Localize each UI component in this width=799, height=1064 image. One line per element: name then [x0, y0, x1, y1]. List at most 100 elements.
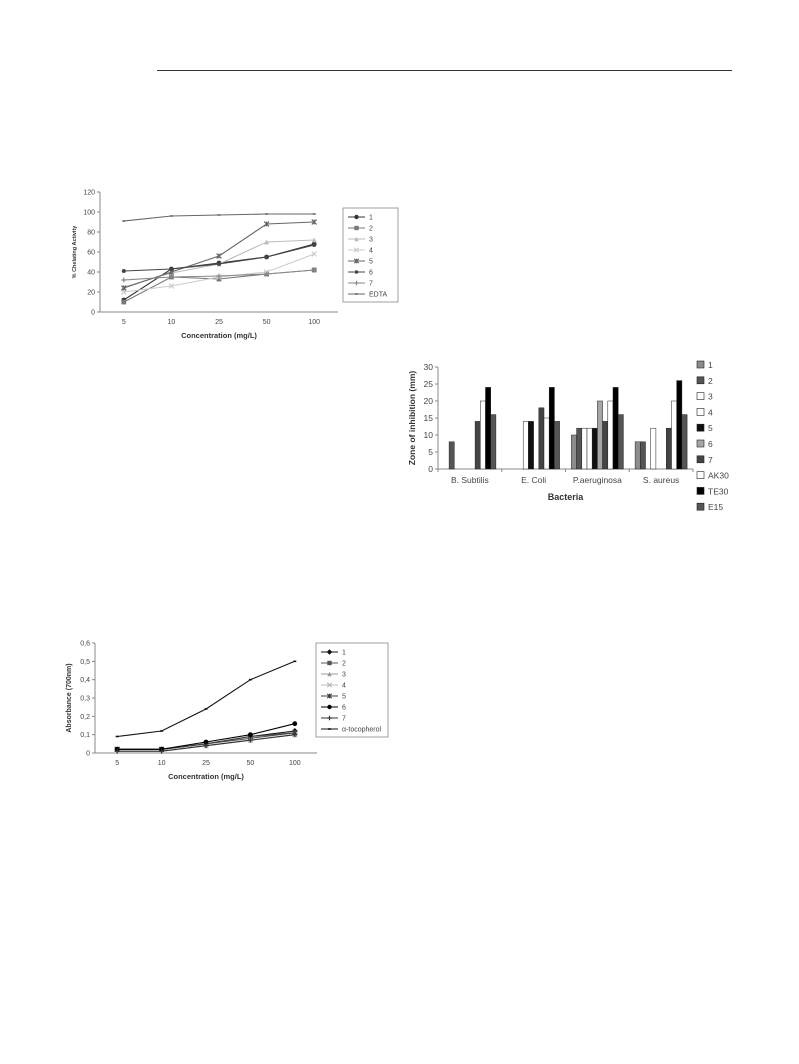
bar-E15 [617, 414, 624, 470]
legend-marker-7 [327, 715, 332, 721]
bar-TE30 [485, 387, 491, 470]
y-tick-label: 0,4 [80, 677, 90, 684]
x-tick-label: 5 [115, 760, 119, 767]
y-tick-label: 0,2 [80, 714, 90, 721]
y-tick-label: 0,5 [80, 659, 90, 666]
series-line-α-tocopherol [117, 660, 296, 738]
legend-label: 2 [342, 661, 346, 668]
bar-7 [538, 407, 545, 470]
bar-5 [591, 427, 598, 470]
bar-1 [571, 434, 577, 470]
data-point-3 [264, 239, 269, 245]
x-tick-label: E. Coli [521, 475, 546, 485]
legend-swatch-2 [696, 376, 705, 385]
bar-AK30 [543, 417, 550, 470]
legend-label: 1 [708, 360, 713, 370]
x-axis-title: Concentration (mg/L) [181, 331, 257, 340]
legend-label: 6 [342, 705, 346, 712]
bar-5 [528, 421, 534, 470]
x-tick-label: S. aureus [643, 475, 679, 485]
bar-E15 [681, 414, 688, 470]
legend-label: 6 [708, 439, 713, 449]
x-tick-label: 100 [289, 760, 301, 767]
data-point-5 [263, 221, 270, 227]
legend-label: 3 [369, 237, 373, 244]
data-point-7 [159, 748, 164, 754]
series-line-4 [123, 253, 315, 293]
data-point-7 [121, 277, 127, 283]
legend-label: 2 [369, 226, 373, 233]
y-tick-label: 0 [86, 751, 90, 758]
bar-4 [522, 421, 529, 470]
data-point-6 [169, 267, 174, 271]
data-point-7 [292, 732, 298, 738]
legend-marker-1 [354, 214, 359, 220]
data-point-7 [248, 737, 253, 743]
data-point-7 [216, 273, 222, 279]
bar-7 [474, 421, 481, 470]
x-axis-title: Concentration (mg/L) [168, 772, 244, 781]
legend-marker-4 [326, 682, 333, 688]
bar-4 [586, 427, 593, 470]
legend-swatch-4 [696, 408, 705, 416]
y-tick-label: 20 [87, 290, 95, 297]
legend-label: 4 [342, 683, 346, 690]
data-point-3 [311, 237, 317, 243]
x-tick-label: 50 [263, 319, 271, 326]
bar-4 [650, 427, 657, 470]
y-tick-label: 0,1 [80, 732, 90, 739]
absorbance-chart: 00,10,20,30,40,50,65 10 25 50 100Concentrati… [66, 641, 389, 781]
legend-label: 3 [342, 672, 346, 679]
y-axis-title: % Chelating Activity [72, 225, 78, 279]
bar-6 [597, 400, 603, 470]
x-tick-label: 10 [158, 760, 166, 767]
x-tick-label: B. Subtilis [451, 475, 489, 485]
legend-marker-6 [327, 704, 332, 710]
x-axis-title: Bacteria [548, 492, 585, 502]
data-point-7 [264, 271, 269, 277]
legend-swatch-5 [696, 423, 705, 432]
data-point-2 [121, 299, 127, 305]
y-axis-title: Zone of inhibition (mm) [407, 371, 417, 466]
legend-label: 3 [708, 392, 713, 402]
y-tick-label: 5 [428, 447, 433, 457]
data-point-6 [264, 255, 269, 259]
bar-TE30 [676, 380, 683, 470]
bar-TE30 [612, 387, 619, 470]
data-point-6 [292, 721, 298, 727]
bar-1 [634, 441, 641, 470]
data-point-7 [114, 748, 120, 754]
y-tick-label: 120 [83, 190, 95, 197]
legend-box [315, 642, 389, 738]
legend-label: AK30 [708, 471, 729, 481]
y-tick-label: 10 [424, 430, 434, 440]
bar-E15 [554, 421, 560, 470]
legend-swatch-6 [696, 439, 705, 448]
y-axis-title: Absorbance (700nm) [66, 663, 73, 732]
data-point-4 [311, 251, 318, 257]
legend-label: 6 [369, 270, 373, 277]
legend-box [342, 207, 399, 303]
x-tick-label: 50 [247, 760, 255, 767]
bar-7 [602, 421, 609, 470]
bar-AK30 [480, 400, 486, 470]
data-point-6 [121, 269, 126, 273]
legend-swatch-E15 [696, 502, 705, 511]
legend-label: E15 [708, 502, 723, 512]
legend-label: EDTA [369, 292, 387, 299]
legend-label: 5 [369, 259, 373, 266]
y-tick-label: 40 [87, 270, 95, 277]
bar-2 [448, 441, 455, 470]
y-tick-label: 80 [87, 230, 95, 237]
x-tick-label: 100 [308, 319, 320, 326]
legend-label: 7 [708, 455, 713, 465]
x-tick-label: 25 [202, 760, 210, 767]
legend-label: 1 [342, 650, 346, 657]
y-tick-label: 60 [87, 250, 95, 257]
legend-marker-6 [354, 270, 359, 274]
legend-swatch-TE30 [696, 487, 705, 495]
legend-label: 1 [369, 215, 373, 222]
y-tick-label: 25 [424, 379, 434, 389]
legend-swatch-1 [696, 360, 705, 369]
